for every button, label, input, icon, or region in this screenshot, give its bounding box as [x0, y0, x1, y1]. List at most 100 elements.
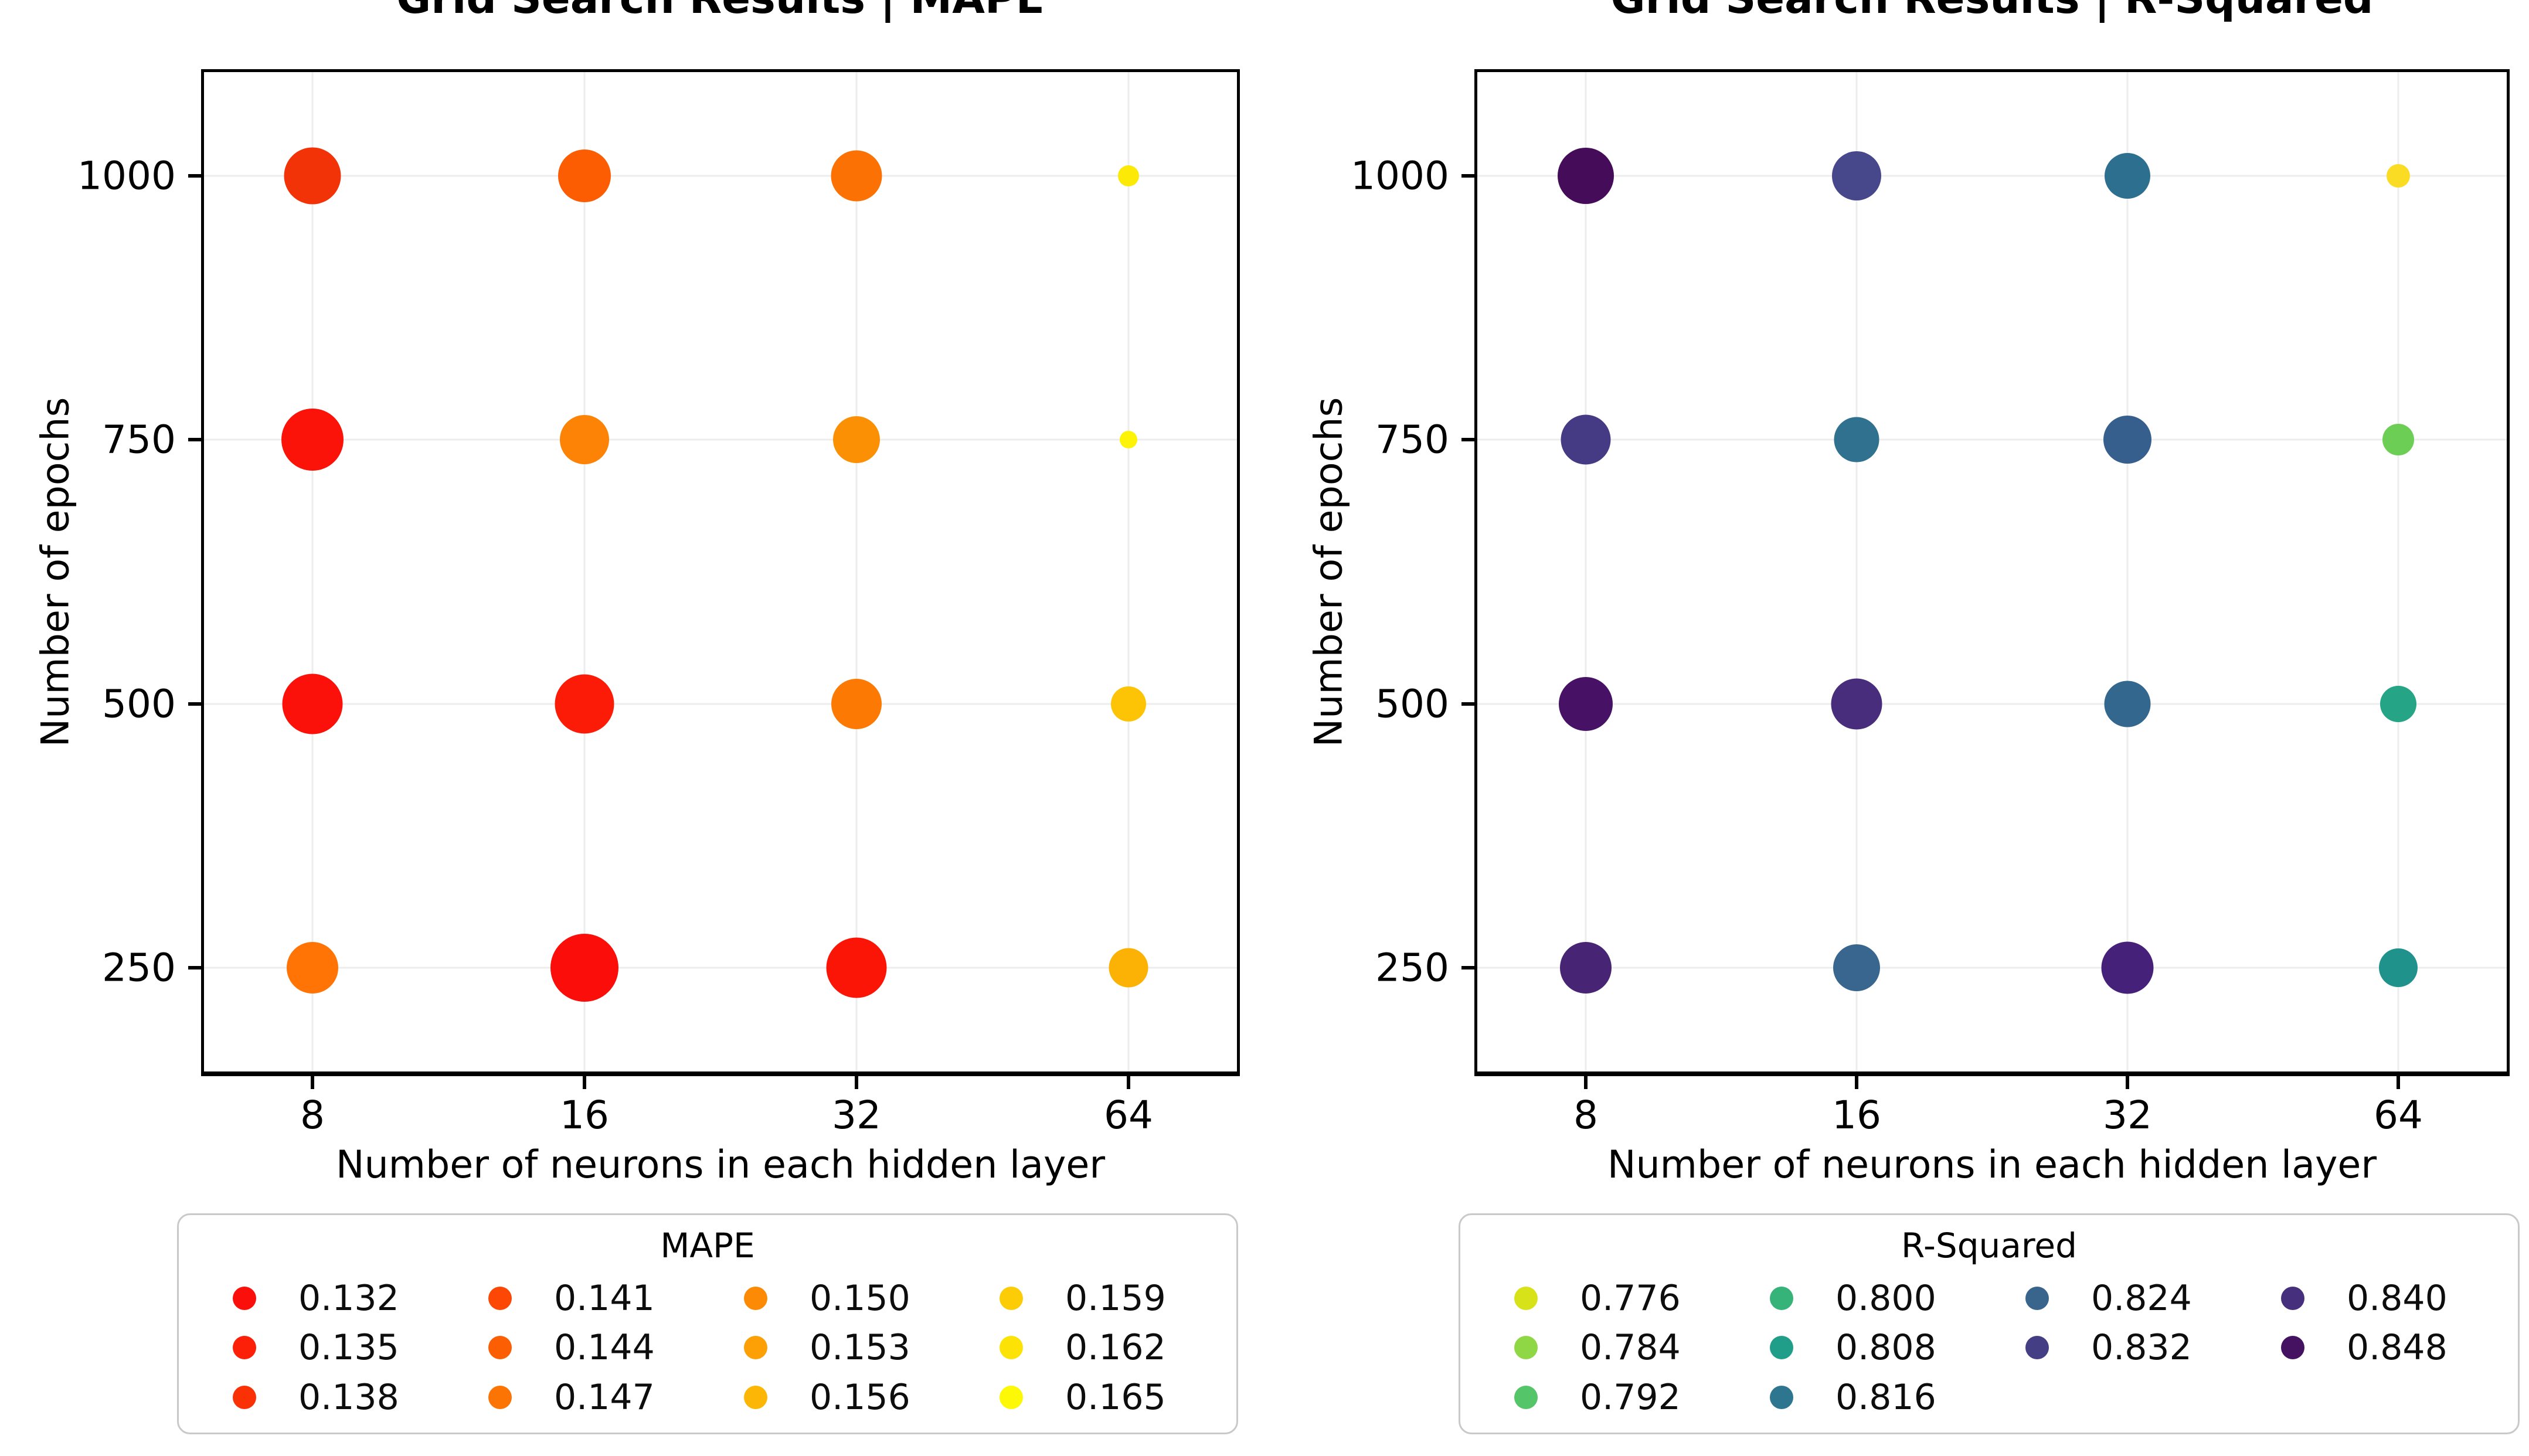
legend-marker-icon	[2025, 1287, 2049, 1311]
data-point	[2379, 948, 2418, 987]
legend-marker-icon	[1514, 1336, 1538, 1360]
legend-entry: 0.144	[452, 1323, 708, 1372]
legend-entry-label: 0.156	[810, 1376, 910, 1418]
x-tick-label: 8	[300, 1093, 325, 1138]
data-point	[833, 416, 880, 464]
legend-entry: 0.840	[2245, 1274, 2500, 1323]
x-tick-label: 16	[560, 1093, 609, 1138]
legend-marker-icon	[1770, 1287, 1793, 1311]
y-tick-mark	[1461, 438, 1474, 442]
y-tick-label: 250	[1375, 945, 1449, 991]
data-point	[558, 149, 611, 202]
x-tick-mark	[1584, 1076, 1588, 1089]
legend-marker-icon	[233, 1385, 256, 1409]
legend-entry-label: 0.792	[1580, 1376, 1681, 1418]
legend-entries: 0.132 0.135 0.138 0.141 0.144 0.147 0.150 0.153…	[196, 1274, 1219, 1422]
y-tick-mark	[1461, 174, 1474, 178]
x-tick-label: 64	[2374, 1093, 2423, 1138]
x-tick-label: 32	[832, 1093, 881, 1138]
data-point	[826, 937, 887, 998]
plot-area-mape: Grid Search Results | MAPE Number of neu…	[34, 0, 1240, 1187]
legend-entry-label: 0.135	[298, 1327, 399, 1369]
legend-entry: 0.159	[963, 1274, 1219, 1323]
gridline	[2126, 72, 2129, 1071]
gridline	[204, 967, 1237, 969]
y-tick-label: 1000	[1351, 153, 1449, 199]
gridline	[204, 703, 1237, 705]
y-tick-mark	[188, 174, 201, 178]
gridline	[1585, 72, 1587, 1071]
gridline	[311, 72, 314, 1071]
legend-entry: 0.808	[1733, 1323, 1989, 1372]
legend-entry: 0.776	[1478, 1274, 1733, 1323]
legend-marker-icon	[2025, 1336, 2049, 1360]
data-point	[1832, 151, 1881, 200]
legend-entry: 0.784	[1478, 1323, 1733, 1372]
legend-entry: 0.132	[196, 1274, 452, 1323]
x-tick-label: 64	[1104, 1093, 1153, 1138]
legend-column: 0.150 0.153 0.156	[708, 1274, 963, 1422]
legend-marker-icon	[1514, 1385, 1538, 1409]
data-point	[2387, 164, 2410, 188]
legend-mape: MAPE 0.132 0.135 0.138 0.141 0.144 0.147 0.150…	[177, 1213, 1238, 1434]
legend-entry: 0.800	[1733, 1274, 1989, 1323]
legend-entry-label: 0.808	[1835, 1327, 1936, 1369]
data-point	[560, 415, 609, 465]
data-point	[1559, 676, 1613, 731]
legend-entry: 0.162	[963, 1323, 1219, 1372]
x-tick-mark	[583, 1076, 586, 1089]
gridline	[2397, 72, 2399, 1071]
data-point	[2101, 941, 2154, 994]
data-point	[284, 147, 341, 205]
data-point	[1833, 944, 1880, 991]
y-tick-label: 250	[102, 945, 176, 991]
data-point	[1111, 686, 1146, 722]
plot-title-r-squared: Grid Search Results | R-Squared	[1477, 0, 2507, 22]
legend-marker-icon	[744, 1385, 767, 1409]
x-axis-label: Number of neurons in each hidden layer	[335, 1143, 1106, 1187]
plot-title-mape: Grid Search Results | MAPE	[204, 0, 1237, 22]
legend-entry-label: 0.144	[554, 1327, 655, 1369]
y-tick-label: 1000	[77, 153, 176, 199]
legend-marker-icon	[1000, 1385, 1023, 1409]
data-point	[1118, 165, 1139, 186]
data-point	[831, 678, 882, 729]
gridline	[1127, 72, 1130, 1071]
legend-entry-label: 0.824	[2091, 1278, 2192, 1319]
data-point	[1561, 414, 1611, 465]
legend-marker-icon	[1514, 1287, 1538, 1311]
legend-entry-label: 0.776	[1580, 1278, 1681, 1319]
legend-entry-label: 0.816	[1835, 1376, 1936, 1418]
legend-entry: 0.848	[2245, 1323, 2500, 1372]
y-tick-mark	[188, 438, 201, 442]
plot-area-r-squared: Grid Search Results | R-Squared Number o…	[1307, 0, 2510, 1187]
gridline	[1477, 703, 2507, 705]
data-point	[1834, 417, 1879, 462]
gridline	[1477, 967, 2507, 969]
gridline	[1477, 175, 2507, 177]
legend-marker-icon	[233, 1287, 256, 1311]
x-tick-label: 32	[2103, 1093, 2152, 1138]
legend-entry-label: 0.150	[810, 1278, 910, 1319]
legend-entry-label: 0.784	[1580, 1327, 1681, 1369]
x-tick-label: 8	[1573, 1093, 1598, 1138]
x-tick-mark	[1127, 1076, 1130, 1089]
y-tick-label: 750	[102, 417, 176, 462]
legend-r-squared: R-Squared 0.776 0.784 0.792 0.800 0.808 0.816…	[1459, 1213, 2520, 1434]
data-point	[2382, 424, 2414, 456]
x-tick-mark	[1855, 1076, 1858, 1089]
legend-entry: 0.156	[708, 1373, 963, 1422]
y-axis-label: Number of epochs	[33, 397, 78, 747]
legend-entry-label: 0.800	[1835, 1278, 1936, 1319]
legend-entry: 0.792	[1478, 1373, 1733, 1422]
legend-marker-icon	[1000, 1287, 1023, 1311]
legend-entry: 0.165	[963, 1373, 1219, 1422]
x-tick-mark	[2397, 1076, 2400, 1089]
legend-column: 0.824 0.832	[1989, 1274, 2245, 1422]
data-point	[1120, 431, 1137, 449]
legend-entry: 0.824	[1989, 1274, 2245, 1323]
legend-entry-label: 0.138	[298, 1376, 399, 1418]
x-tick-mark	[855, 1076, 858, 1089]
gridline	[855, 72, 858, 1071]
legend-entry: 0.147	[452, 1373, 708, 1422]
